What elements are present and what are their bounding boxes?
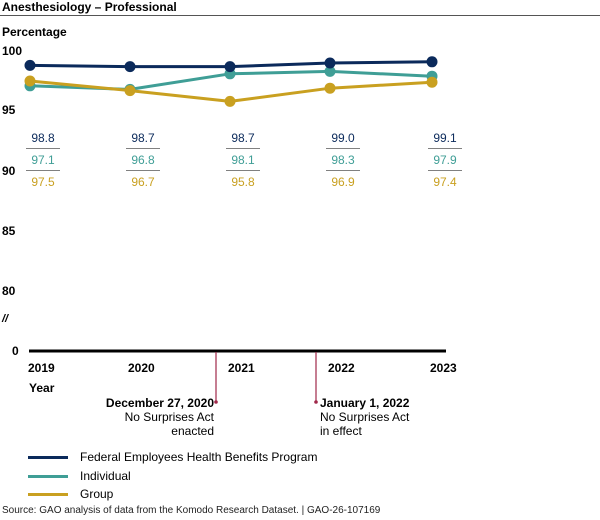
data-label-divider bbox=[26, 170, 60, 171]
data-point-s0-2020 bbox=[124, 61, 136, 73]
data-point-s2-2021 bbox=[224, 95, 236, 107]
annotation-enacted-date: December 27, 2020 bbox=[105, 396, 214, 410]
y-tick-95: 95 bbox=[2, 103, 16, 117]
y-tick-0: 0 bbox=[12, 344, 19, 358]
title-divider bbox=[0, 15, 600, 16]
annotation-in-effect: January 1, 2022 No Surprises Act in effe… bbox=[320, 396, 409, 438]
data-point-s0-2021 bbox=[224, 61, 236, 73]
data-label-divider bbox=[428, 148, 462, 149]
data-point-s1-2022 bbox=[324, 65, 336, 77]
legend-swatch-fehbp bbox=[28, 455, 68, 459]
legend-item-individual: Individual bbox=[28, 469, 131, 483]
legend-swatch-group bbox=[28, 492, 68, 496]
y-tick-100: 100 bbox=[2, 44, 23, 58]
x-tick-2022: 2022 bbox=[328, 361, 355, 375]
data-point-s2-2020 bbox=[124, 85, 136, 97]
x-tick-2023: 2023 bbox=[430, 361, 457, 375]
data-label-s0-2023: 99.1 bbox=[433, 131, 457, 145]
x-tick-2021: 2021 bbox=[228, 361, 255, 375]
data-label-s1-2022: 98.3 bbox=[331, 153, 355, 167]
data-point-s0-2022 bbox=[324, 57, 336, 69]
data-label-s2-2019: 97.5 bbox=[31, 175, 55, 189]
data-label-s1-2019: 97.1 bbox=[31, 153, 55, 167]
axis-break-symbol: // bbox=[2, 313, 9, 325]
data-point-s0-2023 bbox=[426, 56, 438, 68]
data-label-s1-2023: 97.9 bbox=[433, 153, 457, 167]
data-label-divider bbox=[226, 148, 260, 149]
x-axis-label: Year bbox=[29, 381, 55, 395]
data-label-s0-2019: 98.8 bbox=[31, 131, 55, 145]
annotation-in-effect-line2: in effect bbox=[320, 424, 362, 438]
annotation-dot-1 bbox=[314, 400, 318, 404]
annotation-in-effect-date: January 1, 2022 bbox=[320, 396, 410, 410]
legend-label-fehbp: Federal Employees Health Benefits Progra… bbox=[80, 450, 318, 464]
data-label-divider bbox=[26, 148, 60, 149]
data-label-divider bbox=[126, 170, 160, 171]
data-label-s2-2023: 97.4 bbox=[433, 175, 457, 189]
data-label-s2-2021: 95.8 bbox=[231, 175, 255, 189]
legend-label-group: Group bbox=[80, 487, 114, 501]
data-point-s2-2019 bbox=[24, 75, 36, 87]
annotation-in-effect-line1: No Surprises Act bbox=[320, 410, 410, 424]
data-label-divider bbox=[428, 170, 462, 171]
y-axis-label: Percentage bbox=[2, 25, 67, 39]
data-label-divider bbox=[326, 148, 360, 149]
x-tick-2019: 2019 bbox=[28, 361, 55, 375]
data-point-s2-2023 bbox=[426, 76, 438, 88]
data-label-s0-2022: 99.0 bbox=[331, 131, 355, 145]
annotation-dot-0 bbox=[214, 400, 218, 404]
annotation-enacted-line1: No Surprises Act bbox=[124, 410, 214, 424]
data-label-divider bbox=[126, 148, 160, 149]
data-label-divider bbox=[326, 170, 360, 171]
y-tick-80: 80 bbox=[2, 284, 16, 298]
legend-swatch-individual bbox=[28, 474, 68, 478]
legend-item-fehbp: Federal Employees Health Benefits Progra… bbox=[28, 450, 317, 464]
data-label-s1-2021: 98.1 bbox=[231, 153, 255, 167]
data-point-s0-2019 bbox=[24, 59, 36, 71]
data-label-s2-2020: 96.7 bbox=[131, 175, 155, 189]
data-label-s0-2021: 98.7 bbox=[231, 131, 255, 145]
chart-title: Anesthesiology – Professional bbox=[2, 0, 177, 14]
y-tick-85: 85 bbox=[2, 224, 16, 238]
annotation-enacted-line2: enacted bbox=[171, 424, 214, 438]
data-label-s0-2020: 98.7 bbox=[131, 131, 155, 145]
annotation-enacted: December 27, 2020 No Surprises Act enact… bbox=[106, 396, 214, 438]
data-label-s1-2020: 96.8 bbox=[131, 153, 155, 167]
data-label-s2-2022: 96.9 bbox=[331, 175, 355, 189]
source-note: Source: GAO analysis of data from the Ko… bbox=[2, 505, 381, 516]
x-tick-2020: 2020 bbox=[128, 361, 155, 375]
y-tick-90: 90 bbox=[2, 164, 16, 178]
legend-item-group: Group bbox=[28, 487, 113, 501]
legend-label-individual: Individual bbox=[80, 469, 131, 483]
data-label-divider bbox=[226, 170, 260, 171]
data-point-s2-2022 bbox=[324, 82, 336, 94]
